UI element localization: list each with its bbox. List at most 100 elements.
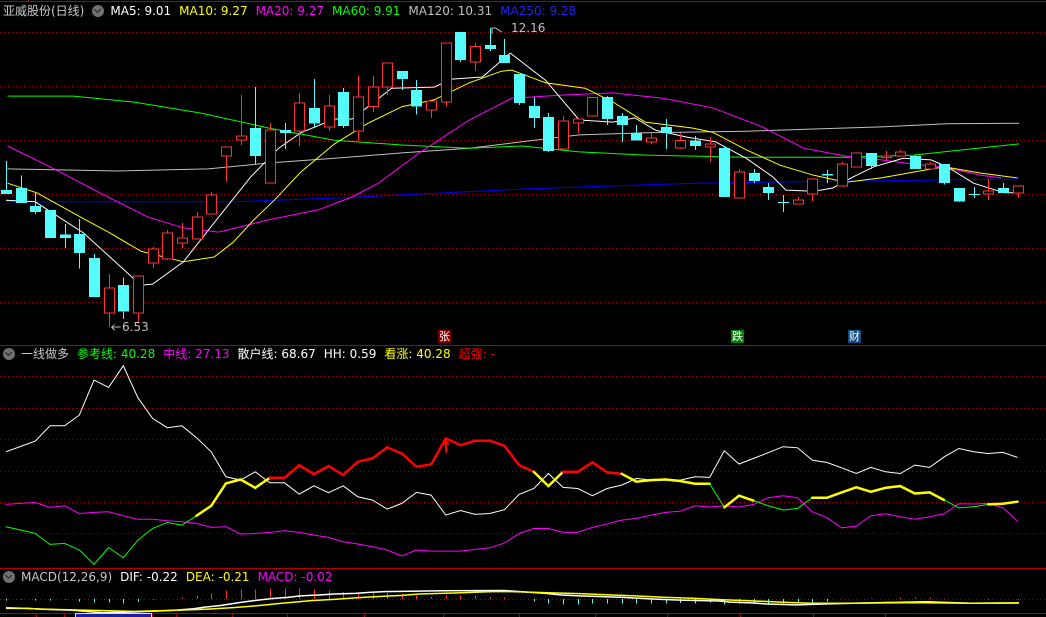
event-marker-cai[interactable]: 财 <box>848 330 861 343</box>
candle-body-up <box>353 96 364 132</box>
reference-line-segment <box>782 507 799 511</box>
reference-line-segment <box>576 461 594 474</box>
reference-line-segment <box>591 461 609 474</box>
reference-line-segment <box>341 460 360 477</box>
legend-macd: MACD-0.02 <box>258 569 333 585</box>
macd-dif-line <box>6 589 1020 614</box>
macd-name: MACD(12,26,9) <box>21 570 113 584</box>
candle-body-down <box>280 130 291 133</box>
reference-line-segment <box>753 500 769 507</box>
candle-body-up <box>148 248 159 264</box>
reference-line-segment <box>444 437 462 447</box>
reference-line-segment <box>20 529 36 534</box>
event-marker-zhang[interactable]: 张 <box>438 330 451 343</box>
candle-body-up <box>983 190 994 195</box>
reference-line-segment <box>5 526 22 531</box>
signal-up-arrow-icon <box>441 438 450 453</box>
legend-ma5: MA59.01 <box>110 3 171 19</box>
macd-header: MACD(12,26,9) DIF-0.22 DEA-0.21 MACD-0.0… <box>3 569 340 585</box>
reference-line-segment <box>679 479 697 485</box>
event-marker-die[interactable]: 跌 <box>731 330 744 343</box>
reference-line-segment <box>64 542 80 551</box>
candle-body-up <box>236 135 247 141</box>
reference-line-segment <box>723 494 741 509</box>
candle-body-down <box>118 285 129 312</box>
reference-line-segment <box>181 515 198 526</box>
main-chart-header: 亚威股份(日线) MA59.01 MA109.27 MA209.27 MA609… <box>3 3 584 19</box>
ma-line-ma60 <box>7 95 1020 158</box>
reference-line-segment <box>137 527 154 541</box>
reference-line-segment <box>649 478 667 482</box>
reference-line-segment <box>297 463 316 476</box>
candle-body-up <box>177 237 188 244</box>
candle-body-down <box>499 55 510 64</box>
reference-line-segment <box>49 542 66 545</box>
reference-line-segment <box>356 457 374 463</box>
reference-line-segment <box>737 494 755 502</box>
date-cursor-label <box>75 613 152 617</box>
candle-body-down <box>939 164 950 184</box>
candle-body-down <box>910 156 921 169</box>
chevron-down-icon[interactable] <box>3 348 15 360</box>
reference-line-segment <box>166 521 183 526</box>
candle-body-up <box>646 137 657 143</box>
chevron-down-icon[interactable] <box>92 5 105 17</box>
chevron-down-icon[interactable] <box>3 571 15 583</box>
reference-line-segment <box>78 549 95 565</box>
reference-line-segment <box>973 503 989 508</box>
macd-dea-line <box>5 590 1020 613</box>
legend-reference-line: 参考线40.28 <box>77 346 155 362</box>
high-price-label: 12.16 <box>511 21 546 35</box>
ma-line-ma120 <box>7 122 1020 172</box>
reference-line-segment <box>253 476 272 490</box>
candle-body-down <box>16 187 27 203</box>
reference-line-segment <box>986 502 1005 506</box>
candle-body-up <box>734 171 745 199</box>
reference-line-segment <box>884 484 902 490</box>
candle-body-up <box>221 146 232 157</box>
candle-body-up <box>192 216 203 240</box>
candle-body-up <box>793 199 804 205</box>
candle-body-down <box>969 193 980 195</box>
ma-line-ma5 <box>5 52 1019 286</box>
candle-body-up <box>558 120 569 150</box>
low-price-label: 6.53 <box>122 320 149 334</box>
ma-line-ma10 <box>7 69 1018 263</box>
reference-line-segment <box>958 506 975 509</box>
legend-dea: DEA-0.21 <box>186 569 250 585</box>
candle-body-down <box>455 31 466 61</box>
reference-line-segment <box>327 464 345 477</box>
reference-line-segment <box>371 446 389 460</box>
candle-body-down <box>543 116 554 151</box>
candle-body-down <box>485 45 496 49</box>
candle-body-down <box>778 201 789 203</box>
candle-body-up <box>587 97 598 117</box>
candle-body-down <box>631 132 642 141</box>
reference-line-segment <box>797 497 813 509</box>
candle-body-up <box>104 287 115 314</box>
candle-body-down <box>1 190 12 194</box>
candle-body-down <box>763 186 774 193</box>
candle-body-up <box>705 143 716 148</box>
legend-bullish: 看涨40.28 <box>384 346 450 362</box>
candle-body-down <box>60 234 71 238</box>
candle-body-up <box>441 42 452 103</box>
reference-line-segment <box>195 504 213 517</box>
candle-body-down <box>719 148 730 198</box>
high-price-arrow <box>491 27 503 35</box>
candle-body-up <box>675 140 686 149</box>
legend-ma20: MA209.27 <box>256 3 324 19</box>
reference-line-segment <box>488 439 506 448</box>
legend-ma250: MA2509.28 <box>500 3 576 19</box>
reference-line-segment <box>122 539 139 559</box>
ma-line-ma250 <box>7 178 1020 203</box>
reference-line-segment <box>709 483 725 508</box>
candle-body-up <box>382 62 393 88</box>
candle-body-down <box>45 209 56 238</box>
candle-body-down <box>998 187 1009 193</box>
reference-line-segment <box>283 463 301 479</box>
candle-body-up <box>881 155 892 159</box>
candle-body-down <box>338 91 349 126</box>
candle-body-up <box>162 232 173 260</box>
